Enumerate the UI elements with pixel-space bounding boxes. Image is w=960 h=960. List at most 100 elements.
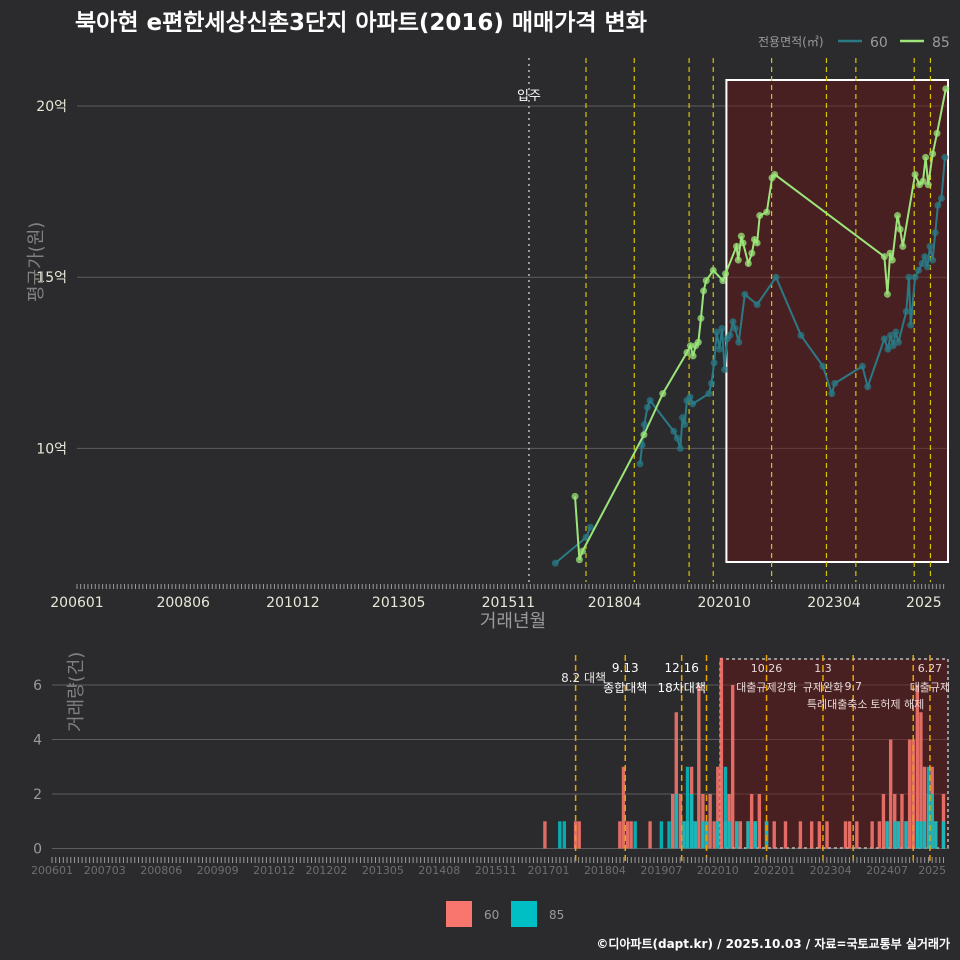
series-point-85 — [578, 547, 586, 555]
series-point-85 — [734, 256, 742, 264]
series-point-85 — [929, 150, 937, 158]
series-point-60 — [636, 460, 644, 468]
volume-x-tick-label: 2025 — [918, 864, 946, 877]
volume-bar-85 — [727, 821, 731, 849]
policy-label: 종합대책 — [603, 680, 647, 695]
volume-panel: 8.2 대책 9.13 종합대책 12.16 18차대책 10.26 대출규제강화 1.3 규제… — [31, 655, 950, 877]
volume-bar-85 — [764, 821, 769, 849]
series-point-85 — [899, 242, 907, 250]
volume-bar-85 — [693, 821, 697, 849]
volume-bar-60 — [678, 794, 683, 849]
price-x-tick-label: 2025 — [906, 595, 942, 611]
price-y-label: 평균가(원) — [26, 222, 47, 302]
series-point-60 — [710, 359, 718, 367]
volume-bar-85 — [689, 794, 694, 849]
series-point-85 — [922, 153, 930, 161]
series-point-85 — [737, 232, 745, 240]
volume-bars — [543, 657, 946, 849]
legend-swatch-85 — [511, 901, 537, 927]
volume-bar-85 — [723, 766, 728, 849]
series-point-60 — [715, 345, 723, 353]
series-point-85 — [733, 242, 741, 250]
volume-x-tick-label: 201012 — [253, 864, 295, 877]
volume-bar-85 — [919, 821, 923, 849]
policy-label: 18차대책 — [657, 680, 705, 695]
volume-bar-60 — [783, 821, 788, 849]
volume-bar-60 — [618, 821, 622, 849]
series-point-60 — [887, 331, 895, 339]
volume-y-tick-label: 4 — [33, 733, 42, 749]
volume-bar-60 — [817, 821, 822, 849]
series-point-85 — [896, 225, 904, 233]
price-policy-lines: 입주 — [517, 58, 932, 582]
series-point-60 — [911, 273, 919, 281]
volume-policy-lines: 8.2 대책 9.13 종합대책 12.16 18차대책 10.26 대출규제강화 1.3 규제… — [561, 655, 950, 862]
volume-x-tick-label: 201408 — [418, 864, 460, 877]
series-point-85 — [911, 170, 919, 178]
series-point-60 — [681, 420, 689, 428]
volume-y-tick-label: 2 — [33, 787, 42, 803]
price-x-label: 거래년월 — [480, 611, 546, 632]
series-point-85 — [702, 277, 710, 285]
volume-bar-85 — [904, 821, 908, 849]
volume-bar-60 — [825, 821, 829, 849]
price-axes: 10억 15억 20억 200601 200806 201012 201305 201511 2… — [36, 99, 945, 611]
volume-bar-60 — [870, 821, 874, 849]
volume-bar-85 — [558, 821, 562, 849]
volume-bar-60 — [697, 684, 701, 849]
volume-y-tick-label: 6 — [33, 678, 42, 694]
series-point-85 — [748, 249, 756, 257]
series-point-85 — [689, 352, 697, 360]
volume-bar-60 — [625, 821, 630, 849]
series-point-60 — [831, 379, 839, 387]
volume-bar-85 — [674, 794, 678, 849]
volume-bar-60 — [738, 821, 743, 849]
legend-bottom: 60 85 — [446, 901, 564, 927]
policy-label: 규제완화 — [803, 681, 843, 694]
price-x-tick-label: 201012 — [266, 595, 319, 611]
volume-bar-85 — [562, 821, 567, 849]
series-point-85 — [709, 266, 717, 274]
policy-label: 대출규제강화 — [736, 681, 797, 694]
series-point-85 — [686, 342, 694, 350]
volume-bar-60 — [543, 821, 547, 849]
volume-bar-85 — [896, 821, 901, 849]
volume-bar-60 — [900, 794, 904, 849]
series-point-85 — [880, 253, 888, 261]
policy-date: 10.26 — [751, 662, 783, 675]
series-point-60 — [828, 390, 836, 398]
series-point-85 — [722, 270, 730, 278]
volume-bar-85 — [753, 821, 757, 849]
volume-bar-85 — [667, 821, 671, 849]
series-point-85 — [933, 129, 941, 137]
series-point-60 — [894, 338, 902, 346]
policy-label: 8.2 대책 — [561, 670, 606, 685]
series-point-60 — [907, 321, 915, 329]
series-point-85 — [659, 390, 667, 398]
series-point-60 — [884, 345, 892, 353]
series-point-60 — [705, 390, 713, 398]
chart-title: 북아현 e편한세상신촌3단지 아파트(2016) 매매가격 변화 — [75, 10, 647, 36]
volume-y-label: 거래량(건) — [66, 652, 87, 732]
series-point-60 — [819, 362, 827, 370]
volume-bar-85 — [701, 821, 705, 849]
volume-bar-60 — [749, 794, 754, 849]
series-point-60 — [718, 325, 726, 333]
volume-bar-60 — [888, 739, 893, 849]
legend-title: 전용면적(㎡) — [758, 35, 824, 49]
volume-bar-60 — [881, 794, 886, 849]
series-point-60 — [902, 307, 910, 315]
series-point-60 — [941, 153, 949, 161]
series-point-60 — [741, 290, 749, 298]
volume-bar-60 — [919, 712, 923, 849]
series-point-85 — [919, 177, 927, 185]
volume-x-tick-label: 201305 — [362, 864, 404, 877]
series-point-85 — [575, 556, 583, 564]
volume-bar-60 — [730, 684, 735, 849]
volume-bar-60 — [577, 821, 581, 849]
volume-x-tick-label: 201804 — [584, 864, 626, 877]
volume-bar-60 — [911, 739, 915, 849]
policy-label: 특례대출축소 — [807, 698, 868, 711]
volume-bar-85 — [633, 821, 637, 849]
